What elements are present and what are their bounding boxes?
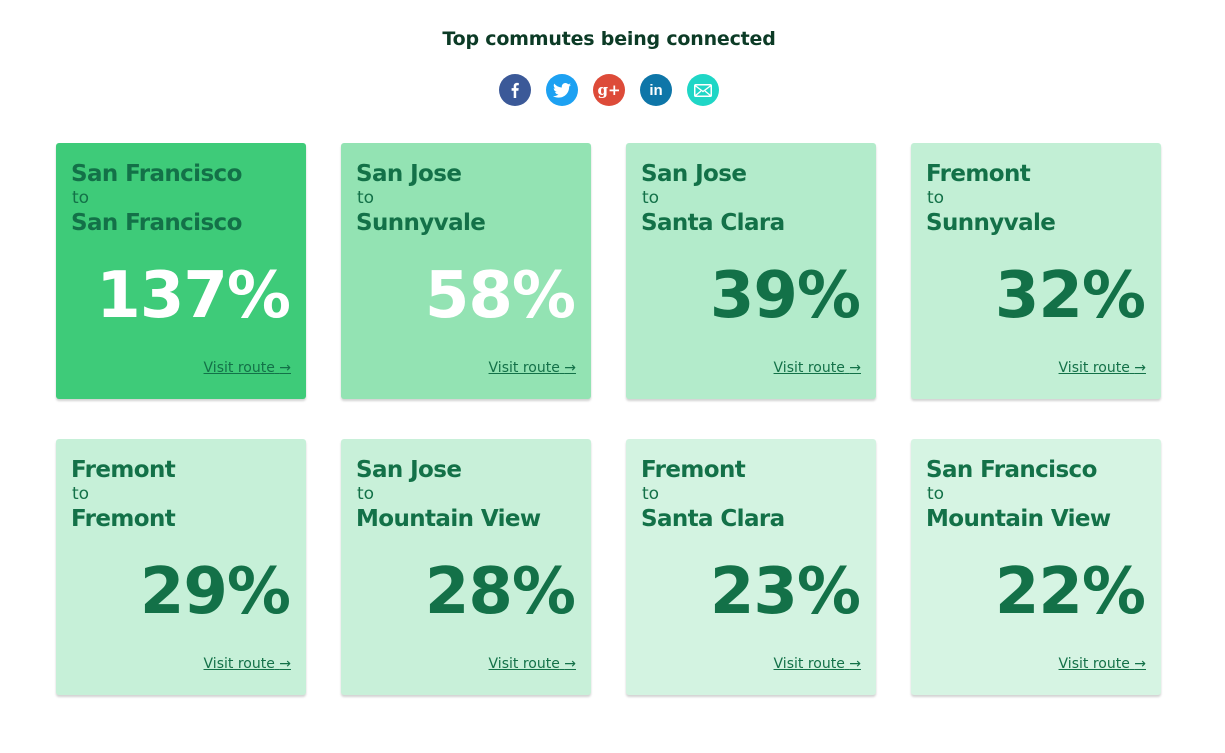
route-separator: to — [642, 188, 660, 208]
visit-route-label: Visit route — [203, 656, 275, 672]
origin-city: San Francisco — [926, 457, 1097, 483]
arrow-right-icon: → — [279, 360, 291, 376]
origin-city: Fremont — [641, 457, 746, 483]
destination-city: San Francisco — [71, 210, 242, 236]
route-card[interactable]: San Francisco to San Francisco 137% Visit ro… — [56, 143, 306, 399]
route-card[interactable]: Fremont to Fremont 29% Visit route → — [56, 439, 306, 695]
arrow-right-icon: → — [849, 656, 861, 672]
route-separator: to — [357, 188, 375, 208]
connection-percent: 22% — [994, 555, 1146, 629]
destination-city: Mountain View — [356, 506, 541, 532]
route-card[interactable]: San Jose to Sunnyvale 58% Visit route → — [341, 143, 591, 399]
connection-percent: 58% — [424, 259, 576, 333]
email-icon — [694, 83, 712, 97]
arrow-right-icon: → — [279, 656, 291, 672]
twitter-icon — [553, 82, 571, 98]
route-card[interactable]: San Jose to Mountain View 28% Visit route → — [341, 439, 591, 695]
route-separator: to — [72, 484, 90, 504]
arrow-right-icon: → — [1134, 360, 1146, 376]
route-card[interactable]: San Jose to Santa Clara 39% Visit route → — [626, 143, 876, 399]
section-title: Top commutes being connected — [442, 28, 776, 50]
route-separator: to — [72, 188, 90, 208]
route-card[interactable]: San Francisco to Mountain View 22% Visit rou… — [911, 439, 1161, 695]
visit-route-link[interactable]: Visit route → — [1059, 656, 1146, 672]
visit-route-label: Visit route — [488, 360, 560, 376]
destination-city: Sunnyvale — [356, 210, 486, 236]
destination-city: Mountain View — [926, 506, 1111, 532]
connection-percent: 32% — [994, 259, 1146, 333]
route-separator: to — [642, 484, 660, 504]
route-separator: to — [927, 484, 945, 504]
visit-route-link[interactable]: Visit route → — [489, 656, 576, 672]
origin-city: Fremont — [926, 161, 1031, 187]
visit-route-label: Visit route — [773, 656, 845, 672]
route-separator: to — [927, 188, 945, 208]
google-plus-icon: g+ — [597, 81, 621, 99]
facebook-share-button[interactable] — [499, 74, 531, 106]
twitter-share-button[interactable] — [546, 74, 578, 106]
visit-route-link[interactable]: Visit route → — [774, 656, 861, 672]
linkedin-share-button[interactable]: in — [640, 74, 672, 106]
visit-route-label: Visit route — [488, 656, 560, 672]
visit-route-link[interactable]: Visit route → — [774, 360, 861, 376]
connection-percent: 39% — [709, 259, 861, 333]
share-buttons: g+ in — [0, 74, 1218, 106]
destination-city: Santa Clara — [641, 506, 785, 532]
visit-route-label: Visit route — [203, 360, 275, 376]
visit-route-link[interactable]: Visit route → — [1059, 360, 1146, 376]
arrow-right-icon: → — [564, 656, 576, 672]
destination-city: Fremont — [71, 506, 176, 532]
visit-route-label: Visit route — [773, 360, 845, 376]
visit-route-link[interactable]: Visit route → — [204, 360, 291, 376]
arrow-right-icon: → — [1134, 656, 1146, 672]
route-card[interactable]: Fremont to Santa Clara 23% Visit route → — [626, 439, 876, 695]
connection-percent: 137% — [96, 259, 291, 333]
route-separator: to — [357, 484, 375, 504]
destination-city: Santa Clara — [641, 210, 785, 236]
origin-city: San Francisco — [71, 161, 242, 187]
destination-city: Sunnyvale — [926, 210, 1056, 236]
arrow-right-icon: → — [564, 360, 576, 376]
connection-percent: 29% — [139, 555, 291, 629]
origin-city: San Jose — [641, 161, 747, 187]
linkedin-icon: in — [649, 81, 663, 99]
visit-route-label: Visit route — [1058, 656, 1130, 672]
origin-city: San Jose — [356, 161, 462, 187]
visit-route-label: Visit route — [1058, 360, 1130, 376]
route-card[interactable]: Fremont to Sunnyvale 32% Visit route → — [911, 143, 1161, 399]
facebook-icon — [508, 82, 522, 98]
origin-city: San Jose — [356, 457, 462, 483]
google-plus-share-button[interactable]: g+ — [593, 74, 625, 106]
arrow-right-icon: → — [849, 360, 861, 376]
visit-route-link[interactable]: Visit route → — [489, 360, 576, 376]
connection-percent: 28% — [424, 555, 576, 629]
connection-percent: 23% — [709, 555, 861, 629]
email-share-button[interactable] — [687, 74, 719, 106]
commute-grid: San Francisco to San Francisco 137% Visit ro… — [56, 143, 1161, 695]
origin-city: Fremont — [71, 457, 176, 483]
visit-route-link[interactable]: Visit route → — [204, 656, 291, 672]
